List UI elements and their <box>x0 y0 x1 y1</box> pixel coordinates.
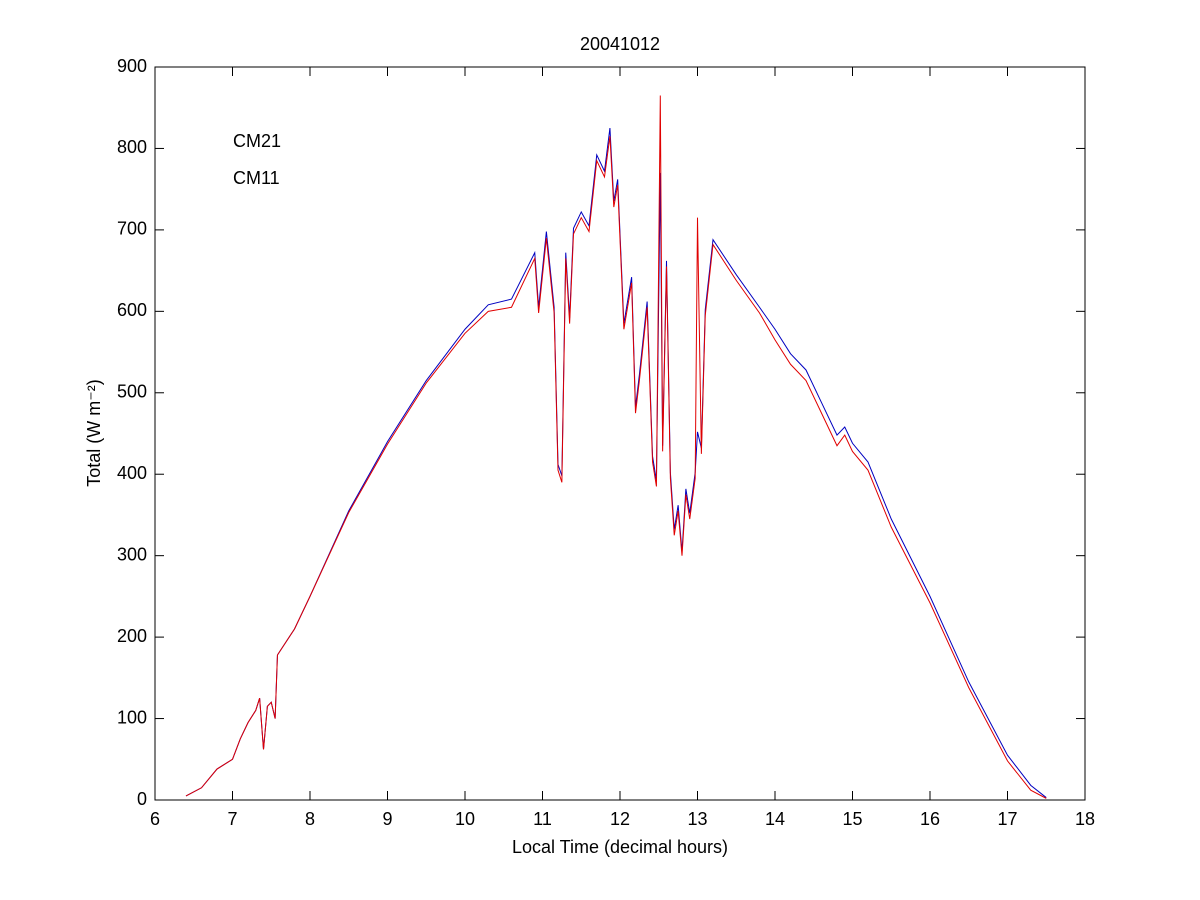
x-tick-label: 18 <box>1075 809 1095 829</box>
y-tick-label: 600 <box>117 300 147 320</box>
y-tick-label: 800 <box>117 137 147 157</box>
x-tick-label: 11 <box>533 809 552 829</box>
x-tick-label: 17 <box>997 809 1017 829</box>
y-tick-label: 900 <box>117 56 147 76</box>
y-tick-label: 0 <box>137 789 147 809</box>
x-tick-label: 8 <box>305 809 315 829</box>
x-tick-label: 12 <box>610 809 630 829</box>
x-tick-label: 14 <box>765 809 785 829</box>
x-tick-label: 16 <box>920 809 940 829</box>
x-tick-label: 6 <box>150 809 160 829</box>
y-tick-label: 500 <box>117 382 147 402</box>
y-tick-label: 700 <box>117 219 147 239</box>
y-tick-label: 400 <box>117 463 147 483</box>
x-tick-label: 13 <box>687 809 707 829</box>
legend-entry: CM21 <box>233 131 281 151</box>
x-tick-label: 7 <box>227 809 237 829</box>
x-tick-label: 10 <box>455 809 475 829</box>
y-tick-label: 100 <box>117 707 147 727</box>
line-series <box>185 95 1047 799</box>
y-tick-label: 200 <box>117 626 147 646</box>
y-axis-label: Total (W m⁻²) <box>84 379 104 487</box>
x-tick-label: 15 <box>842 809 862 829</box>
x-axis-label: Local Time (decimal hours) <box>512 837 728 857</box>
chart-title: 20041012 <box>580 34 660 54</box>
legend-entry: CM11 <box>233 168 280 188</box>
y-tick-label: 300 <box>117 544 147 564</box>
x-tick-label: 9 <box>382 809 392 829</box>
